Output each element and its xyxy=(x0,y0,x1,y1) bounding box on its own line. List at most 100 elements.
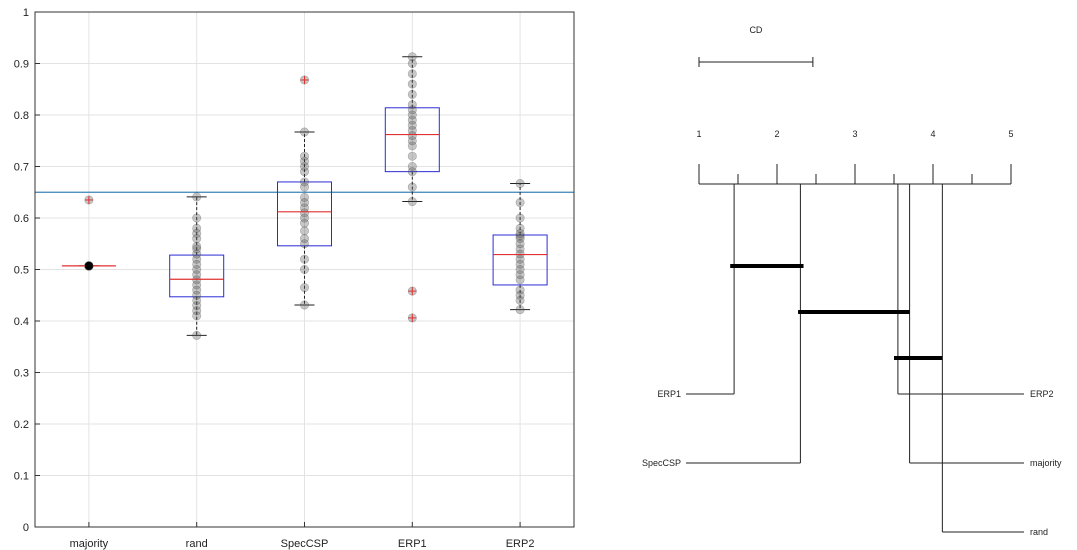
data-point xyxy=(299,127,309,137)
data-point xyxy=(192,249,202,259)
data-point xyxy=(299,300,309,310)
data-point xyxy=(515,228,525,238)
data-point xyxy=(515,223,525,233)
data-point xyxy=(192,254,202,264)
y-tick-label: 0.9 xyxy=(14,59,29,71)
iqr-box xyxy=(384,107,440,173)
data-point xyxy=(192,330,202,340)
data-point xyxy=(192,241,202,251)
data-point xyxy=(299,162,309,172)
data-point xyxy=(192,301,202,311)
data-point xyxy=(192,285,202,295)
data-point xyxy=(192,213,202,223)
data-point xyxy=(515,213,525,223)
y-tick-label: 0.7 xyxy=(14,162,29,174)
data-point xyxy=(192,306,202,316)
data-point xyxy=(299,213,309,223)
data-point xyxy=(192,259,202,269)
data-point xyxy=(407,69,417,79)
data-point xyxy=(299,226,309,236)
iqr-box xyxy=(277,181,332,247)
rank-tick-label: 2 xyxy=(774,129,779,139)
rank-tick-label: 4 xyxy=(930,129,935,139)
data-point xyxy=(299,264,309,274)
x-tick-label: ERP1 xyxy=(398,538,427,550)
method-label-SpecCSP: SpecCSP xyxy=(642,458,681,468)
y-tick-label: 0.6 xyxy=(14,213,29,225)
data-point xyxy=(192,244,202,254)
data-point xyxy=(192,311,202,321)
data-point xyxy=(299,283,309,293)
plot-frame xyxy=(34,11,575,528)
iqr-box xyxy=(169,254,225,298)
data-point xyxy=(515,305,525,315)
data-point xyxy=(299,198,309,208)
data-point xyxy=(299,239,309,249)
x-tick-label: majority xyxy=(70,538,109,550)
data-point xyxy=(407,115,417,125)
data-point xyxy=(515,234,525,244)
data-point xyxy=(515,259,525,269)
method-label-rand: rand xyxy=(1030,527,1048,537)
box-ERP1 xyxy=(384,52,440,323)
data-point xyxy=(299,234,309,244)
data-point xyxy=(192,280,202,290)
method-label-ERP1: ERP1 xyxy=(657,389,681,399)
y-tick-label: 1 xyxy=(23,7,29,19)
y-tick-label: 0.8 xyxy=(14,110,29,122)
data-point xyxy=(515,275,525,285)
data-point xyxy=(407,100,417,110)
data-point xyxy=(407,167,417,177)
y-tick-label: 0.3 xyxy=(14,368,29,380)
data-point xyxy=(192,290,202,300)
data-point xyxy=(407,105,417,115)
box-plot-chart: 0 0.1 0.2 0.3 0.4 0.5 0.6 0.7 0.8 0.9 1 majority ran… xyxy=(14,7,575,550)
data-point xyxy=(515,264,525,274)
data-point xyxy=(299,218,309,228)
data-point xyxy=(407,151,417,161)
data-point xyxy=(515,270,525,280)
data-point xyxy=(407,58,417,68)
data-point xyxy=(515,244,525,254)
method-label-ERP2: ERP2 xyxy=(1030,389,1054,399)
data-point xyxy=(515,178,525,188)
median-point xyxy=(84,261,93,270)
box-majority xyxy=(61,195,116,271)
box-SpecCSP xyxy=(277,75,332,310)
data-point xyxy=(515,198,525,208)
data-point xyxy=(299,192,309,202)
iqr-box xyxy=(492,234,548,286)
data-point xyxy=(515,290,525,300)
y-tick-label: 0.2 xyxy=(14,419,29,431)
y-tick-label: 0.5 xyxy=(14,265,29,277)
data-point xyxy=(407,110,417,120)
rank-tick-label: 5 xyxy=(1008,129,1013,139)
data-point xyxy=(299,177,309,187)
x-tick-label: rand xyxy=(186,538,208,550)
method-label-majority: majority xyxy=(1030,458,1062,468)
data-point xyxy=(515,295,525,305)
rank-tick-label: 1 xyxy=(696,129,701,139)
data-point xyxy=(192,234,202,244)
cd-label: CD xyxy=(749,25,762,35)
data-point xyxy=(192,264,202,274)
data-point xyxy=(515,239,525,249)
data-point xyxy=(515,231,525,241)
data-point xyxy=(407,120,417,130)
data-point xyxy=(192,228,202,238)
data-point xyxy=(407,52,417,62)
data-point xyxy=(299,151,309,161)
data-point xyxy=(407,141,417,151)
data-point xyxy=(192,295,202,305)
rank-tick-label: 3 xyxy=(852,129,857,139)
data-point xyxy=(192,223,202,233)
box-ERP2 xyxy=(492,178,548,315)
x-tick-label: SpecCSP xyxy=(281,538,329,550)
data-point xyxy=(407,89,417,99)
box-rand xyxy=(169,192,225,340)
data-point xyxy=(299,156,309,166)
data-point xyxy=(407,197,417,207)
data-point xyxy=(192,192,202,202)
